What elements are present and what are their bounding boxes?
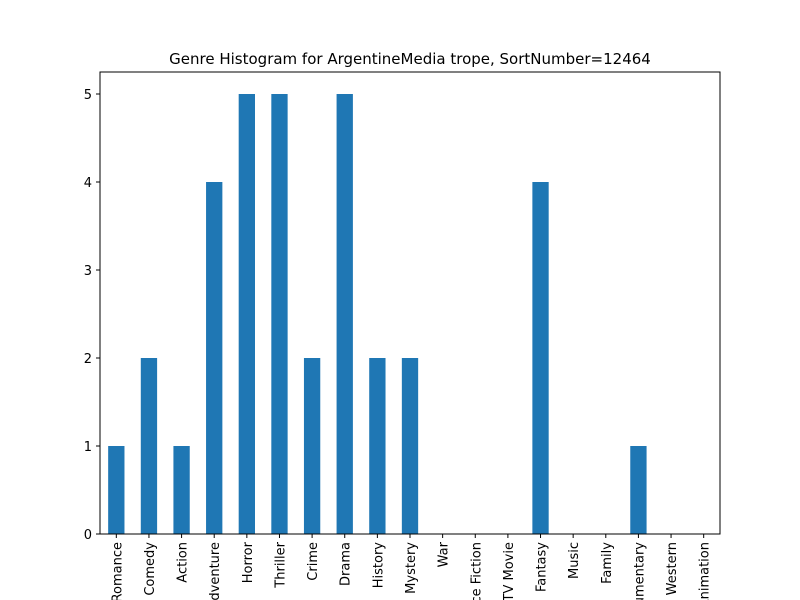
x-tick-label: Family <box>600 542 615 584</box>
bar <box>271 94 288 534</box>
bar <box>401 358 419 534</box>
bar <box>630 446 647 534</box>
x-tick-label: Romance <box>110 542 125 600</box>
x-tick-label: Horror <box>241 541 256 583</box>
x-tick-label: Animation <box>698 542 713 600</box>
x-tick-label: Music <box>567 542 582 579</box>
y-tick-label: 3 <box>84 264 92 279</box>
axes-frame <box>99 71 721 535</box>
bar <box>369 358 386 534</box>
bar <box>336 94 353 534</box>
x-tick-label: Action <box>176 542 191 583</box>
x-tick-label: War <box>437 541 452 567</box>
x-tick-label: History <box>371 542 386 589</box>
x-tick-label: Thriller <box>273 541 288 588</box>
y-tick-label: 0 <box>84 528 92 543</box>
bar <box>206 182 223 534</box>
bar <box>532 182 549 534</box>
bar <box>140 358 158 534</box>
x-tick-label: Fantasy <box>535 542 550 592</box>
bar <box>108 446 125 534</box>
bar <box>303 358 321 534</box>
y-tick-label: 4 <box>84 176 92 191</box>
y-tick-label: 2 <box>84 352 92 367</box>
y-tick-label: 1 <box>84 440 92 455</box>
x-tick-label: Drama <box>339 542 354 586</box>
x-tick-label: Crime <box>306 542 321 581</box>
chart-title: Genre Histogram for ArgentineMedia trope… <box>169 50 651 68</box>
bar <box>238 94 255 534</box>
y-tick-label: 5 <box>84 88 92 103</box>
x-tick-label: Mystery <box>404 542 419 594</box>
x-tick-label: Documentary <box>632 542 647 600</box>
x-tick-label: Western <box>665 542 680 595</box>
x-tick-label: Adventure <box>208 542 223 600</box>
x-tick-label: Science Fiction <box>469 542 484 600</box>
x-tick-label: Comedy <box>143 542 158 596</box>
bar <box>173 446 190 534</box>
x-tick-label: TV Movie <box>502 542 517 600</box>
